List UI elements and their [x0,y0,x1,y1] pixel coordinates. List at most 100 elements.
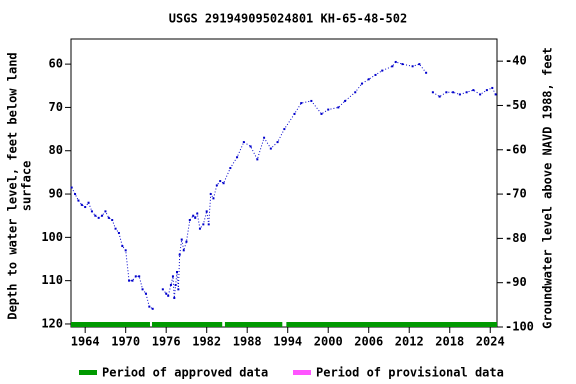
y-tick-label: 70 [49,100,63,114]
data-point [182,249,185,252]
data-point [128,279,131,282]
data-point [144,292,147,295]
data-point [374,73,377,76]
y-tick-label: 90 [49,187,63,201]
data-point [134,275,137,278]
data-point [411,65,414,68]
x-tick-label: 1982 [192,335,221,349]
x-tick-label: 2012 [395,335,424,349]
x-tick-label: 1988 [233,335,262,349]
data-point [104,210,107,213]
x-tick-label: 2006 [354,335,383,349]
y-tick-label: 80 [49,143,63,157]
data-point [178,253,181,256]
y2-tick-label: -60 [505,142,527,156]
data-point [80,203,83,206]
data-point [180,238,183,241]
data-point [381,69,384,72]
data-point [169,283,172,286]
y2-tick-label: -40 [505,54,527,68]
data-point [192,214,195,217]
data-point [148,305,151,308]
data-point [229,167,232,170]
data-point [198,227,201,230]
data-point [94,214,97,217]
data-point [185,240,188,243]
data-point [70,186,73,189]
data-point [360,82,363,85]
data-point [97,216,100,219]
data-point [445,91,448,94]
data-point [161,288,164,291]
data-point [344,99,347,102]
y-tick-label: 100 [41,230,63,244]
data-point [74,193,77,196]
data-point [283,128,286,131]
approved-period [224,322,283,327]
data-point [242,141,245,144]
legend-swatch [79,370,97,375]
data-point [485,89,488,92]
data-point [219,180,222,183]
data-point [276,141,279,144]
data-point [494,93,497,96]
data-point [87,201,90,204]
approved-period [71,322,150,327]
y2-tick-label: -80 [505,231,527,245]
data-point [173,296,176,299]
x-tick-label: 2024 [476,335,505,349]
approved-period [286,322,497,327]
data-point [465,91,468,94]
data-point [212,197,215,200]
legend-label: Period of provisional data [316,366,504,380]
x-tick-label: 2000 [314,335,343,349]
data-point [84,206,87,209]
y-tick-label: 60 [49,57,63,71]
data-point [367,78,370,81]
data-point [167,294,170,297]
data-point [391,65,394,68]
data-point [196,212,199,215]
x-tick-label: 1970 [111,335,140,349]
data-point [114,227,117,230]
data-point [205,210,208,213]
data-point [491,86,494,89]
data-point [293,112,296,115]
data-point [337,106,340,109]
y-tick-label: 120 [41,316,63,330]
chart-title: USGS 291949095024801 KH-65-48-502 [169,12,407,26]
y-axis-label: surface [20,161,34,212]
y2-tick-label: -100 [505,320,534,334]
data-point [354,91,357,94]
y2-tick-label: -90 [505,275,527,289]
data-point [458,93,461,96]
data-point [236,156,239,159]
data-point [438,95,441,98]
data-point [117,232,120,235]
data-point [256,158,259,161]
y2-tick-label: -70 [505,187,527,201]
data-point [401,63,404,66]
y-axis-label: Depth to water level, feet below land [6,52,20,319]
data-point [263,136,266,139]
data-point [165,292,168,295]
data-point [194,216,197,219]
data-point [472,89,475,92]
data-point [90,210,93,213]
data-point [177,288,180,291]
data-point [188,219,191,222]
data-point [124,249,127,252]
data-point [141,288,144,291]
data-point [310,99,313,102]
data-point [320,112,323,115]
data-line [71,61,497,310]
data-point [452,91,455,94]
x-tick-label: 1964 [71,335,100,349]
data-point [107,216,110,219]
data-point [209,193,212,196]
x-tick-label: 2018 [435,335,464,349]
data-point [300,102,303,105]
data-point [202,223,205,226]
data-point [479,93,482,96]
legend-label: Period of approved data [102,366,268,380]
